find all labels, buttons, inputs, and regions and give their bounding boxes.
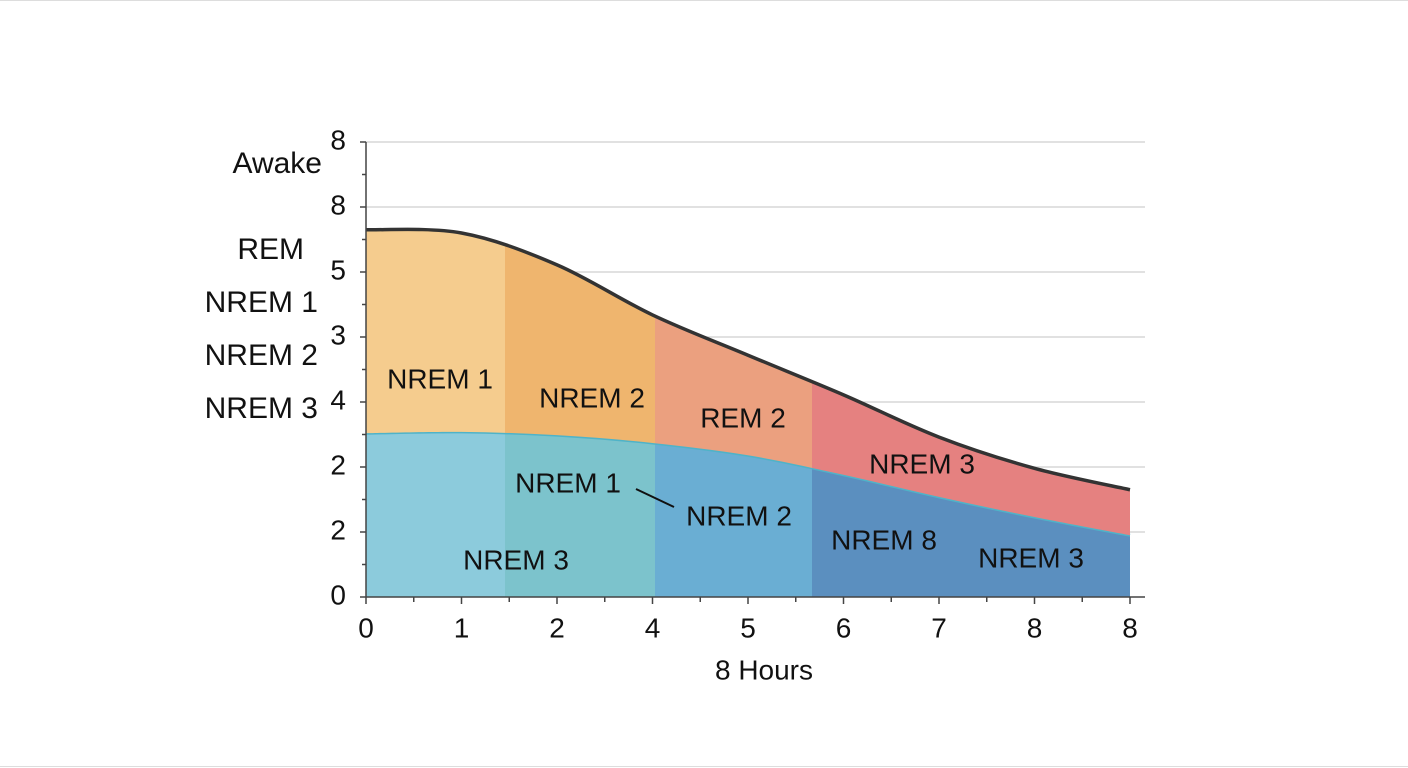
x-tick-label: 5	[740, 612, 756, 643]
y-tick-label: 0	[330, 579, 346, 610]
x-tick-label: 7	[931, 612, 947, 643]
annotation: NREM 3	[869, 448, 975, 479]
y-tick-label: 8	[330, 189, 346, 220]
stage-label: NREM 2	[205, 339, 318, 372]
annotation: NREM 3	[978, 542, 1084, 573]
y-tick-label: 8	[330, 124, 346, 155]
stage-label: REM	[237, 233, 304, 266]
stage-label: Awake	[232, 147, 322, 180]
x-tick-label: 8	[1027, 612, 1043, 643]
x-tick-label: 2	[549, 612, 565, 643]
stage-label: NREM 3	[205, 392, 318, 425]
area	[366, 229, 1130, 536]
annotation: NREM 8	[831, 524, 937, 555]
annotation: NREM 3	[463, 544, 569, 575]
area	[366, 431, 1130, 597]
x-tick-label: 6	[836, 612, 852, 643]
annotation-leader	[635, 488, 675, 508]
annotation: NREM 2	[686, 500, 792, 531]
x-tick-label: 4	[645, 612, 661, 643]
y-tick-label: 3	[330, 319, 346, 350]
x-tick-label: 1	[454, 612, 470, 643]
annotation: REM 2	[700, 402, 786, 433]
annotation: NREM 1	[515, 467, 621, 498]
y-tick-label: 4	[330, 384, 346, 415]
annotation: NREM 2	[539, 382, 645, 413]
y-tick-label: 2	[330, 514, 346, 545]
annotation: NREM 1	[387, 363, 493, 394]
stage-label: NREM 1	[205, 286, 318, 319]
x-tick-label: 8	[1122, 612, 1138, 643]
y-tick-label: 2	[330, 449, 346, 480]
x-tick-label: 0	[358, 612, 374, 643]
x-axis-label: 8 Hours	[715, 654, 813, 685]
y-tick-label: 5	[330, 254, 346, 285]
area-edge	[365, 227, 1131, 492]
